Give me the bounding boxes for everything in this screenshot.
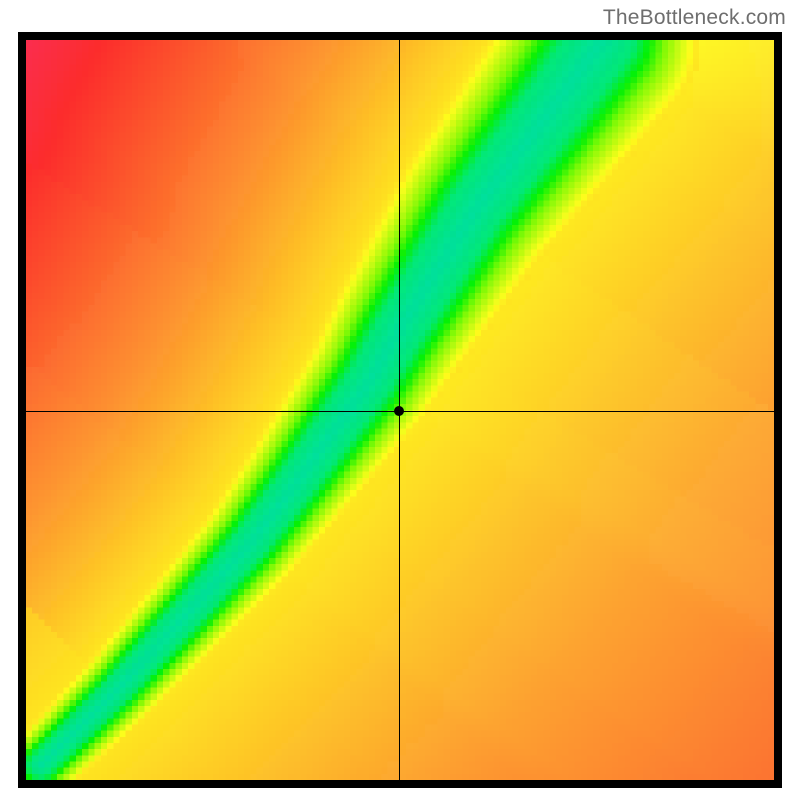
crosshair-dot <box>394 406 404 416</box>
chart-container: TheBottleneck.com <box>0 0 800 800</box>
plot-frame <box>18 32 782 788</box>
watermark-text: TheBottleneck.com <box>603 6 786 30</box>
